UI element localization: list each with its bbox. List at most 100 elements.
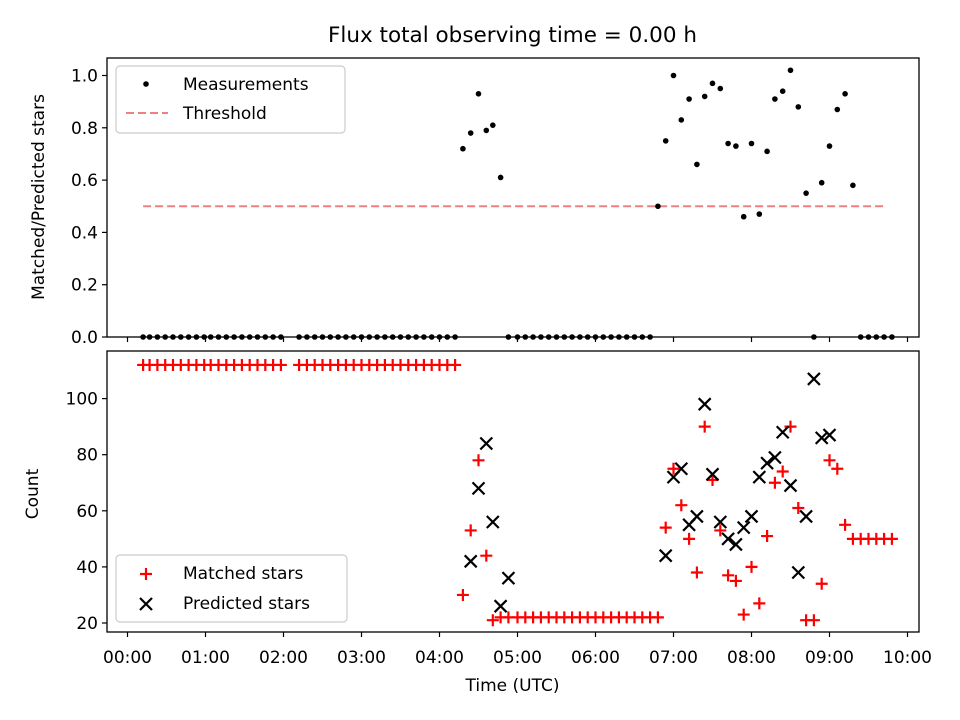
measurement-point <box>787 67 794 74</box>
measurement-point <box>740 213 747 220</box>
predicted-star-point <box>493 599 508 613</box>
predicted-star-point <box>752 470 767 484</box>
x-tick-label: 01:00 <box>181 648 230 668</box>
matched-star-point <box>667 462 680 475</box>
measurement-point <box>818 179 825 186</box>
bottom-y-tick-label: 80 <box>76 446 98 466</box>
predicted-star-point <box>674 461 689 476</box>
measurement-point <box>748 140 755 147</box>
predicted-star-point <box>486 515 500 529</box>
predicted-star-point <box>713 515 728 529</box>
measurement-point <box>756 211 763 217</box>
legend-predicted-stars: Predicted stars <box>183 594 310 614</box>
matched-star-point <box>768 476 781 489</box>
measurement-point <box>483 127 490 134</box>
matched-star-point <box>737 608 750 621</box>
bottom-plot-area <box>137 358 898 627</box>
top-y-tick-label: 0.0 <box>71 328 98 348</box>
measurement-point <box>795 104 802 110</box>
predicted-star-point <box>471 481 486 496</box>
bottom-y-axis-label: Count <box>23 468 43 519</box>
predicted-star-point <box>822 428 837 442</box>
measurement-point <box>686 96 692 102</box>
predicted-star-point <box>760 456 774 470</box>
matched-star-point <box>761 530 774 543</box>
bottom-legend: Matched stars Predicted stars <box>115 554 348 623</box>
predicted-legend-marker <box>139 597 153 611</box>
matched-star-point <box>706 473 719 486</box>
measurement-point <box>779 88 786 94</box>
bottom-ticks: 20 40 60 80 100 00:00 01:00 02:00 03:00 04:00 05:0… <box>66 390 932 668</box>
matched-star-point <box>722 569 735 582</box>
measurement-point <box>717 85 724 92</box>
matched-star-point <box>698 420 711 433</box>
measurement-point <box>826 143 833 149</box>
matched-legend-marker <box>140 568 152 580</box>
measurement-point <box>460 145 466 152</box>
measurement-point <box>725 140 731 147</box>
matched-star-point <box>776 465 789 478</box>
x-axis-label: Time (UTC) <box>465 676 560 696</box>
matched-star-point <box>745 560 758 573</box>
matched-star-point <box>690 566 703 579</box>
predicted-star-point <box>690 509 704 524</box>
matched-star-point <box>729 574 742 587</box>
matched-star-point <box>885 532 898 545</box>
measurement-point <box>842 91 848 97</box>
matched-star-point <box>815 577 828 590</box>
predicted-star-point <box>697 397 712 411</box>
predicted-star-point <box>744 509 759 524</box>
measurement-point <box>490 122 496 128</box>
matched-star-point <box>480 549 493 562</box>
top-y-tick-label: 0.2 <box>71 276 98 296</box>
measurement-point <box>772 96 778 102</box>
matched-star-point <box>659 521 672 534</box>
measurement-point <box>709 80 716 87</box>
x-tick-label: 09:00 <box>805 648 854 668</box>
bottom-legend-box <box>115 554 348 623</box>
legend-matched-stars: Matched stars <box>183 564 303 584</box>
matched-star-point <box>784 420 797 433</box>
matched-star-point <box>449 358 462 371</box>
predicted-star-point <box>775 425 790 440</box>
matched-star-point <box>753 597 766 610</box>
predicted-star-point <box>814 431 829 445</box>
measurement-point <box>701 93 708 100</box>
matched-star-point <box>807 614 820 627</box>
predicted-star-point <box>729 537 743 552</box>
measurement-point <box>694 161 700 168</box>
chart-title: Flux total observing time = 0.00 h <box>328 23 697 48</box>
measurement-point <box>678 117 685 123</box>
legend-measurements: Measurements <box>183 75 309 95</box>
x-tick-label: 06:00 <box>571 648 620 668</box>
predicted-star-point <box>501 571 516 585</box>
top-y-axis-label: Matched/Predicted stars <box>29 94 49 300</box>
x-tick-label: 07:00 <box>649 648 698 668</box>
predicted-star-point <box>799 509 813 524</box>
legend-threshold: Threshold <box>182 104 267 124</box>
measurement-point <box>834 106 841 113</box>
matched-star-point <box>456 588 469 601</box>
x-tick-label: 02:00 <box>259 648 308 668</box>
predicted-star-point <box>658 548 673 563</box>
matched-star-point <box>274 358 287 371</box>
x-tick-label: 03:00 <box>337 648 386 668</box>
predicted-star-point <box>783 478 798 493</box>
matched-star-point <box>823 454 836 467</box>
x-tick-label: 08:00 <box>727 648 776 668</box>
predicted-star-point <box>807 372 821 386</box>
top-y-tick-label: 1.0 <box>71 67 98 87</box>
predicted-star-point <box>705 467 720 482</box>
matched-star-point <box>831 462 844 475</box>
measurement-point <box>662 138 669 144</box>
predicted-star-point <box>768 450 782 465</box>
matched-star-point <box>714 524 727 537</box>
matched-star-point <box>683 532 696 545</box>
predicted-star-point <box>791 565 806 580</box>
predicted-star-point <box>736 520 751 535</box>
measurement-point <box>764 148 770 155</box>
matched-star-point <box>792 501 805 514</box>
top-y-tick-label: 0.6 <box>71 171 98 191</box>
measurement-point <box>467 130 474 136</box>
